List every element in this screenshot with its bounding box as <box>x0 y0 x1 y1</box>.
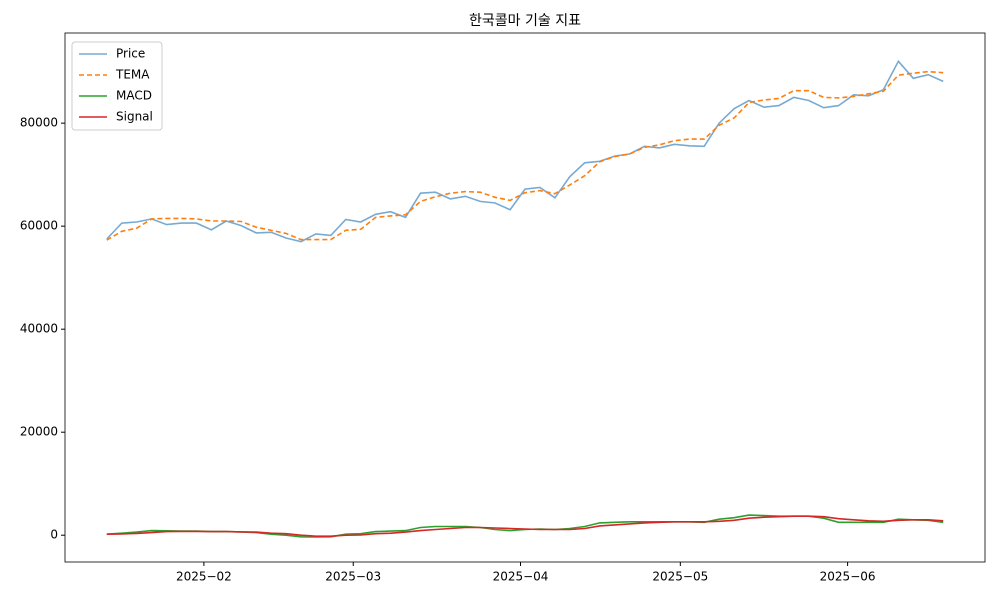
legend-label: TEMA <box>115 68 150 82</box>
y-tick-label: 80000 <box>20 116 58 130</box>
line-series <box>106 515 944 537</box>
line-series <box>106 59 944 243</box>
legend-label: Price <box>116 47 145 61</box>
plot-frame <box>64 32 986 563</box>
legend-box <box>71 41 163 131</box>
x-tick-label: 2025−06 <box>820 570 876 584</box>
x-tick-label: 2025−04 <box>493 570 549 584</box>
y-tick-label: 40000 <box>20 322 58 336</box>
x-tick-label: 2025−05 <box>652 570 708 584</box>
line-series <box>106 70 944 241</box>
legend-label: MACD <box>116 89 152 103</box>
x-tick-label: 2025−02 <box>176 570 232 584</box>
x-tick-label: 2025−03 <box>325 570 381 584</box>
y-tick-label: 0 <box>50 528 58 542</box>
y-tick-label: 20000 <box>20 425 58 439</box>
legend-label: Signal <box>116 110 153 124</box>
y-tick-label: 60000 <box>20 219 58 233</box>
chart-title: 한국콜마 기술 지표 <box>469 13 581 29</box>
